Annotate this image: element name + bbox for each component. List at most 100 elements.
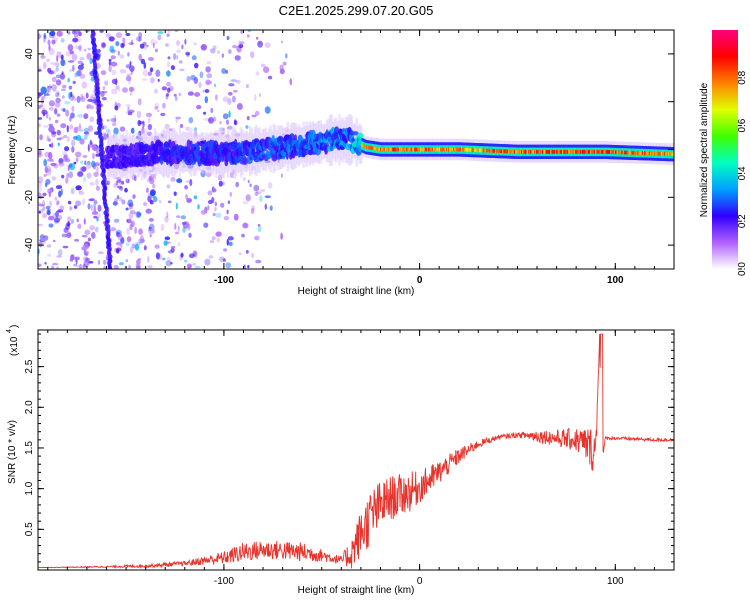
band-core [556,150,559,154]
band-core [472,148,475,152]
noise-point [117,50,120,56]
noise-point [144,171,147,175]
noise-point [47,67,52,73]
noise-point [166,184,171,189]
noise-point [166,211,169,219]
noise-point [208,117,214,124]
band-core [522,150,525,154]
band-point [168,139,172,149]
noise-point [44,262,47,265]
noise-point [264,42,271,48]
band-core [526,150,529,154]
noise-point [140,235,144,243]
noise-point [74,256,80,261]
band-core [387,147,390,152]
noise-point [38,210,41,214]
noise-point [111,69,117,76]
noise-point [88,198,95,202]
band-core [519,150,522,154]
noise-point [115,41,120,47]
noise-point [162,257,166,261]
noise-point [230,79,237,83]
band-core [560,150,564,154]
band-core [512,149,515,154]
noise-point [141,126,145,134]
noise-point [57,200,60,205]
noise-point [152,183,156,189]
noise-point [65,158,71,163]
noise-point [254,235,260,241]
noise-point [155,40,158,45]
noise-point [51,76,57,83]
noise-point [96,212,101,219]
noise-point [131,173,137,181]
noise-point [83,131,89,135]
noise-point [149,234,152,238]
noise-point [60,59,66,67]
noise-point [117,84,120,92]
noise-point [81,234,88,238]
noise-point [67,216,72,222]
noise-point [78,68,82,76]
noise-point [228,110,231,118]
noise-point [48,215,55,221]
noise-point [150,77,155,84]
noise-point [106,133,109,140]
noise-point [145,112,153,118]
band-halo [115,134,119,179]
noise-point [242,222,249,229]
noise-point [80,160,84,165]
band-core [429,147,432,152]
noise-point [42,206,46,211]
noise-point [134,175,137,182]
noise-point [82,198,86,206]
band-core [434,147,437,152]
noise-point [222,258,226,262]
noise-point [72,97,77,101]
noise-point [65,232,72,238]
band-core [424,147,427,152]
noise-point [116,231,119,237]
noise-point [46,210,51,216]
noise-point [198,82,202,88]
band-core [647,151,650,156]
noise-point [84,229,91,235]
noise-point [188,116,194,124]
snr-xlabel: Height of straight line (km) [298,585,415,596]
band-core [659,151,662,156]
noise-point [154,88,158,94]
noise-point [48,223,54,228]
noise-point [222,127,225,134]
band-core [486,148,490,153]
noise-point [69,163,73,168]
band-core [385,147,389,152]
noise-point [166,70,171,77]
noise-point [164,216,169,223]
band-core [629,150,632,155]
noise-point [228,241,233,246]
noise-point [60,59,64,64]
band-point [356,132,364,140]
band-core [423,147,426,152]
noise-point [97,204,102,212]
x-tick-label: 0 [417,275,423,286]
noise-point [280,173,283,178]
noise-point [56,51,62,58]
noise-point [138,228,143,236]
noise-point [147,71,152,76]
noise-point [215,231,222,237]
band-core [540,150,544,154]
noise-point [162,102,166,109]
noise-point [240,30,243,34]
noise-point [128,87,135,92]
noise-point [259,195,263,202]
snr-frame [37,329,675,571]
band-core [502,149,505,154]
band-core [366,145,369,150]
band-core [524,150,527,154]
noise-point [149,199,154,205]
noise-point [96,49,101,53]
noise-point [254,191,259,197]
noise-point [96,216,99,222]
noise-point [234,55,241,61]
